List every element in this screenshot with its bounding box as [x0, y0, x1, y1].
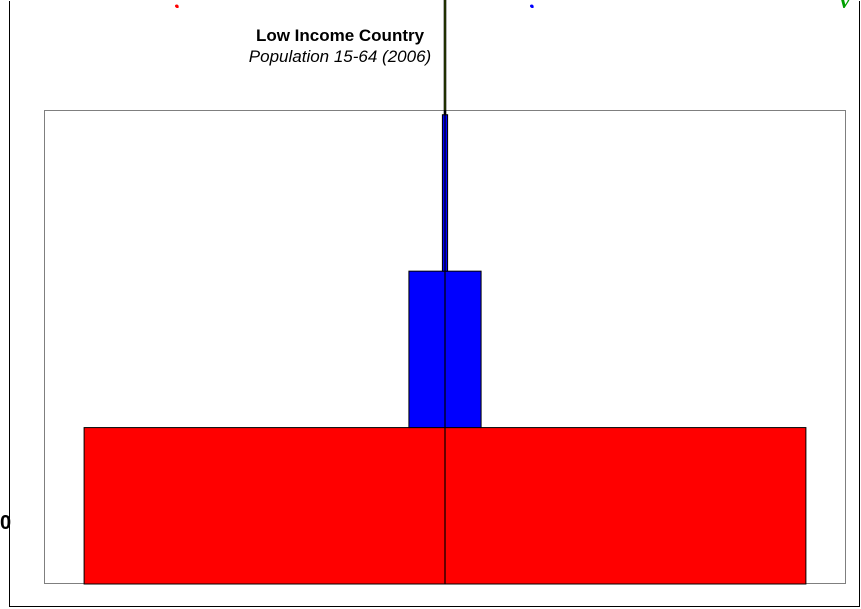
- bar-3: [443, 0, 447, 116]
- chart-subtitle: Population 15-64 (2006): [248, 47, 432, 66]
- chart-title: Low Income Country: [255, 26, 425, 45]
- clipped-top-strip: , , y: [0, 0, 861, 8]
- clipped-green-glyph: y: [840, 0, 850, 8]
- clipped-blue-glyph: ,: [530, 0, 536, 8]
- clipped-red-glyph: ,: [175, 0, 181, 8]
- chart-frame: [9, 1, 860, 607]
- chart-title-block: Low Income Country Population 15-64 (200…: [200, 25, 480, 67]
- truncated-tick-label: 0: [0, 512, 12, 534]
